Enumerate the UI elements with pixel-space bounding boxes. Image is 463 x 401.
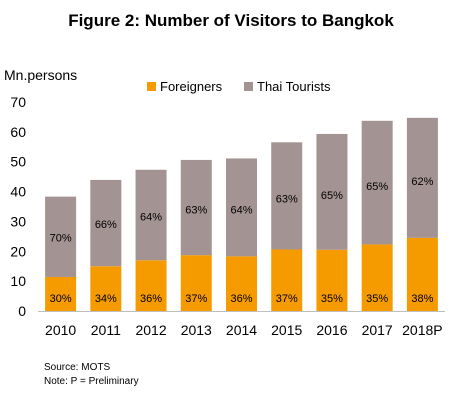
y-tick-label: 70 — [10, 94, 26, 110]
data-label-foreigners: 37% — [185, 293, 207, 305]
bar-foreigners — [271, 249, 303, 311]
legend-swatch-thai-tourists — [244, 82, 253, 91]
y-tick-label: 0 — [18, 303, 26, 319]
bar-thai-tourists — [406, 117, 438, 238]
source-note: Source: MOTS — [44, 362, 111, 373]
bar-thai-tourists — [45, 196, 77, 277]
x-tick-label: 2013 — [181, 322, 212, 338]
bar-foreigners — [361, 244, 393, 311]
bar-foreigners — [90, 266, 122, 311]
data-label-foreigners: 38% — [411, 293, 433, 305]
y-tick-label: 20 — [10, 243, 26, 259]
y-axis-unit-label: Mn.persons — [4, 67, 77, 83]
data-label-foreigners: 36% — [230, 293, 252, 305]
y-axis: 0 10 20 30 40 50 60 70 — [10, 94, 26, 319]
bar-foreigners — [226, 256, 257, 311]
data-label-foreigners: 34% — [95, 293, 117, 305]
y-tick-label: 60 — [10, 124, 26, 140]
data-label-thai-tourists: 62% — [411, 176, 433, 188]
x-tick-label: 2014 — [226, 322, 257, 338]
y-tick-label: 50 — [10, 154, 26, 170]
data-label-thai-tourists: 64% — [140, 211, 162, 223]
data-label-thai-tourists: 66% — [95, 219, 117, 231]
bar-thai-tourists — [180, 159, 212, 256]
data-label-thai-tourists: 65% — [366, 181, 388, 193]
bar-foreigners — [45, 276, 77, 311]
data-label-foreigners: 37% — [276, 293, 298, 305]
legend-swatch-foreigners — [147, 82, 156, 91]
x-tick-label: 2011 — [91, 322, 121, 338]
data-label-foreigners: 35% — [366, 293, 388, 305]
y-tick-label: 40 — [10, 184, 26, 200]
legend-label-foreigners: Foreigners — [160, 79, 223, 94]
bar-foreigners — [180, 255, 212, 311]
bar-foreigners — [135, 260, 167, 311]
data-label-thai-tourists: 70% — [50, 233, 72, 245]
chart-legend: Foreigners Thai Tourists — [147, 79, 331, 94]
x-tick-label: 2015 — [271, 322, 302, 338]
x-tick-label: 2016 — [316, 322, 347, 338]
data-label-thai-tourists: 63% — [185, 204, 207, 216]
x-tick-label: 2010 — [45, 322, 76, 338]
bar-thai-tourists — [135, 169, 167, 261]
y-tick-label: 30 — [10, 213, 26, 229]
x-tick-label: 2012 — [135, 322, 166, 338]
bars: 30% 70% 34% 66% 36% 64% 37% 63% 36% 64% 37% 63% 35% 6… — [45, 117, 438, 311]
x-tick-label: 2017 — [362, 322, 393, 338]
bar-foreigners — [316, 249, 348, 311]
bar-thai-tourists — [90, 179, 122, 267]
data-label-thai-tourists: 65% — [321, 190, 343, 202]
data-label-thai-tourists: 64% — [230, 204, 252, 216]
bar-thai-tourists — [316, 133, 348, 250]
bar-foreigners — [406, 237, 438, 311]
x-tick-label: 2018P — [402, 322, 442, 338]
y-tick-label: 10 — [10, 273, 26, 289]
legend-label-thai-tourists: Thai Tourists — [257, 79, 331, 94]
bar-thai-tourists — [361, 120, 393, 245]
data-label-foreigners: 36% — [140, 293, 162, 305]
data-label-foreigners: 30% — [50, 293, 72, 305]
data-label-thai-tourists: 63% — [276, 193, 298, 205]
chart-title: Figure 2: Number of Visitors to Bangkok — [68, 11, 394, 30]
bar-thai-tourists — [271, 142, 303, 250]
preliminary-note: Note: P = Preliminary — [44, 376, 139, 387]
data-label-foreigners: 35% — [321, 293, 343, 305]
x-axis: 2010 2011 2012 2013 2014 2015 2016 2017 2018P — [38, 311, 445, 338]
bar-thai-tourists — [226, 158, 257, 257]
